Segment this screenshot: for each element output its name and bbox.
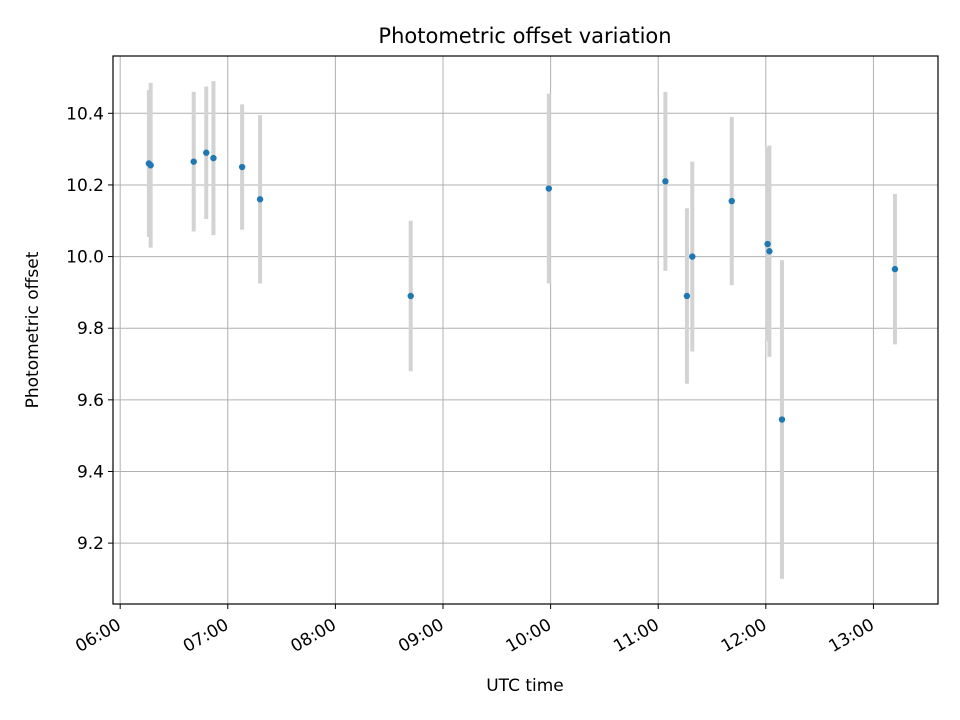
data-point [891, 265, 899, 273]
data-points [145, 149, 899, 423]
data-point [407, 292, 414, 300]
data-point [256, 196, 264, 203]
y-tick-label: 10.2 [66, 176, 104, 196]
data-point [545, 185, 553, 192]
y-tick-label: 9.4 [77, 462, 104, 482]
data-point [683, 292, 691, 300]
data-point [190, 158, 197, 165]
chart-title: Photometric offset variation [378, 24, 671, 48]
x-axis-title: UTC time [486, 676, 564, 696]
data-point [210, 154, 217, 162]
x-tick-label: 12:00 [718, 615, 770, 657]
x-tick-label: 09:00 [395, 615, 447, 657]
data-point [766, 248, 773, 255]
x-tick-label: 07:00 [180, 615, 232, 657]
data-point [662, 178, 669, 185]
x-tick-label: 08:00 [287, 615, 339, 657]
y-tick-label: 10.0 [66, 248, 104, 268]
grid [113, 56, 938, 604]
data-point [238, 163, 246, 171]
data-point [728, 197, 735, 205]
data-point [778, 416, 786, 423]
data-point [764, 240, 771, 248]
y-axis-ticks: 9.2 9.4 9.6 9.8 10.0 10.2 10.4 [66, 104, 113, 554]
data-point [203, 149, 210, 156]
y-tick-label: 9.6 [77, 391, 104, 411]
error-bars [146, 81, 897, 579]
y-axis-title: Photometric offset [23, 251, 43, 408]
data-point [689, 253, 696, 260]
y-tick-label: 9.8 [77, 319, 104, 339]
y-tick-label: 10.4 [66, 104, 104, 124]
y-tick-label: 9.2 [77, 534, 104, 554]
plot-frame [112, 55, 939, 605]
x-tick-label: 10:00 [503, 615, 555, 657]
x-axis-ticks: 06:00 07:00 08:00 09:00 10:00 11:00 12:00 13:00 [72, 604, 878, 657]
x-tick-label: 13:00 [825, 615, 877, 657]
x-tick-label: 06:00 [72, 615, 124, 657]
x-tick-label: 11:00 [610, 615, 662, 657]
data-point [147, 162, 154, 169]
